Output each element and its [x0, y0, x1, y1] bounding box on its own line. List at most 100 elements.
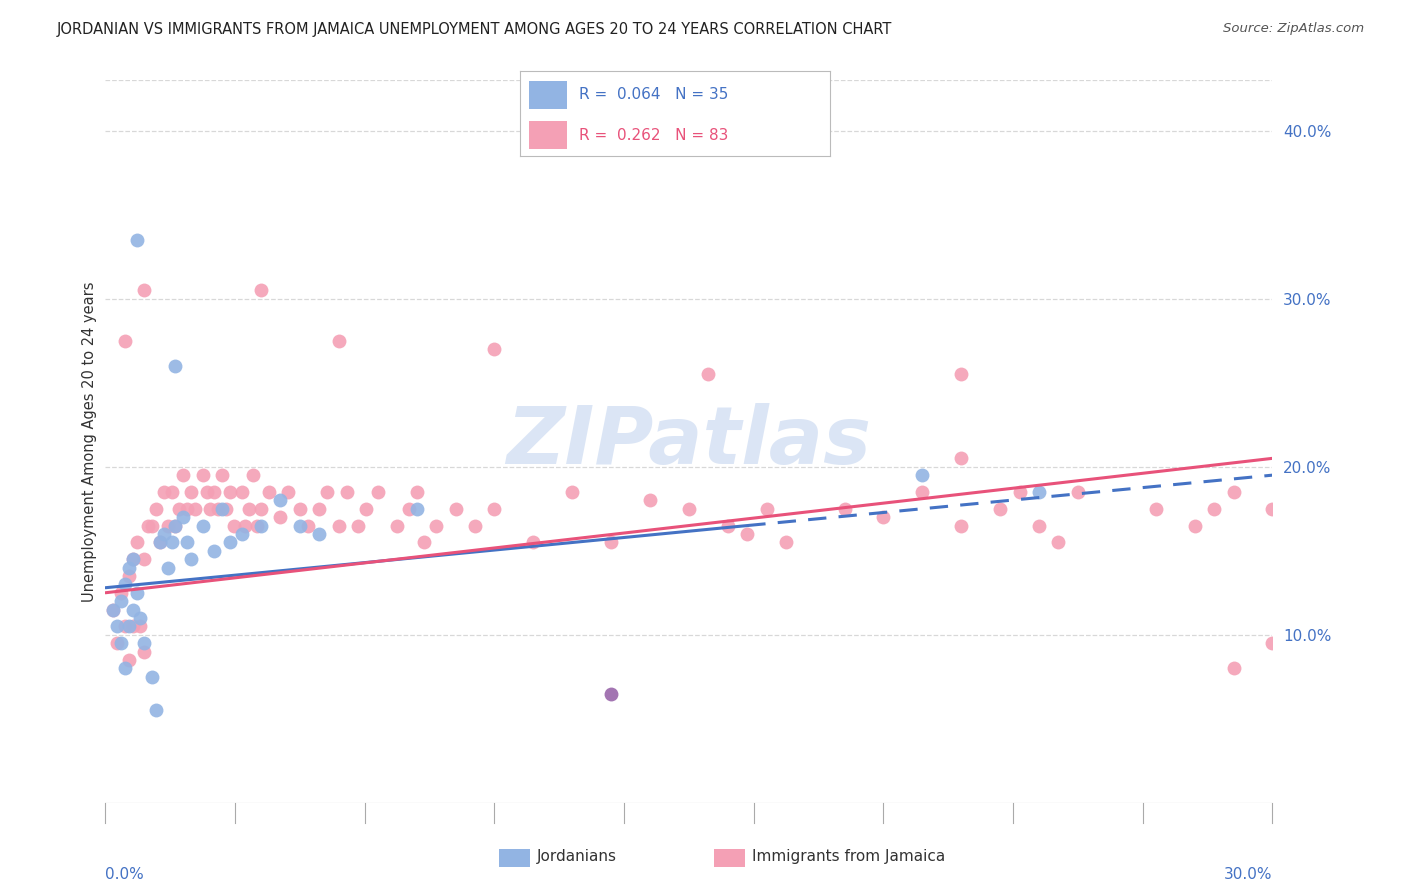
Point	[600, 687, 623, 701]
Point	[125, 586, 148, 600]
Point	[149, 535, 172, 549]
Point	[1202, 501, 1225, 516]
Point	[367, 485, 389, 500]
Point	[250, 518, 273, 533]
Point	[950, 368, 973, 382]
Point	[114, 334, 136, 348]
Point	[328, 334, 350, 348]
Point	[165, 518, 187, 533]
Point	[207, 501, 229, 516]
Point	[1222, 485, 1244, 500]
Point	[145, 501, 167, 516]
Point	[180, 552, 202, 566]
Point	[1222, 661, 1244, 675]
Point	[172, 510, 194, 524]
Point	[911, 468, 934, 483]
Point	[269, 510, 292, 524]
Point	[211, 501, 233, 516]
Point	[129, 611, 152, 625]
Point	[149, 535, 172, 549]
Point	[129, 619, 152, 633]
Point	[145, 703, 167, 717]
Point	[219, 535, 242, 549]
Point	[484, 342, 506, 356]
Point	[176, 535, 198, 549]
Point	[336, 485, 359, 500]
Point	[134, 552, 156, 566]
Point	[950, 451, 973, 466]
Point	[153, 527, 174, 541]
Y-axis label: Unemployment Among Ages 20 to 24 years: Unemployment Among Ages 20 to 24 years	[82, 281, 97, 602]
Point	[316, 485, 339, 500]
Point	[1261, 636, 1284, 650]
Point	[156, 518, 179, 533]
Text: Immigrants from Jamaica: Immigrants from Jamaica	[752, 849, 945, 863]
Point	[775, 535, 797, 549]
Point	[105, 619, 128, 633]
Point	[1144, 501, 1167, 516]
Point	[911, 485, 934, 500]
Point	[1047, 535, 1070, 549]
Point	[160, 535, 183, 549]
Point	[385, 518, 408, 533]
Point	[347, 518, 370, 533]
Point	[118, 619, 141, 633]
Point	[328, 518, 350, 533]
Point	[118, 569, 141, 583]
Point	[103, 602, 125, 616]
Point	[105, 636, 128, 650]
Text: Source: ZipAtlas.com: Source: ZipAtlas.com	[1223, 22, 1364, 36]
Point	[121, 552, 143, 566]
Text: R =  0.262   N = 83: R = 0.262 N = 83	[579, 128, 728, 143]
Point	[134, 283, 156, 297]
Point	[202, 543, 225, 558]
Point	[136, 518, 159, 533]
Point	[484, 501, 506, 516]
Point	[114, 577, 136, 591]
Point	[110, 636, 132, 650]
FancyBboxPatch shape	[530, 80, 567, 109]
Point	[444, 501, 467, 516]
Point	[717, 518, 740, 533]
Point	[156, 560, 179, 574]
Point	[1067, 485, 1090, 500]
Point	[235, 518, 257, 533]
Point	[425, 518, 447, 533]
Point	[737, 527, 759, 541]
Point	[288, 518, 311, 533]
Point	[118, 560, 141, 574]
Point	[464, 518, 486, 533]
Point	[114, 661, 136, 675]
Point	[242, 468, 264, 483]
Point	[114, 619, 136, 633]
Point	[269, 493, 292, 508]
Point	[153, 485, 174, 500]
Point	[202, 485, 225, 500]
Point	[141, 518, 163, 533]
Text: ZIPatlas: ZIPatlas	[506, 402, 872, 481]
Point	[176, 501, 198, 516]
Point	[1261, 501, 1284, 516]
Text: 0.0%: 0.0%	[105, 867, 145, 881]
Point	[191, 518, 214, 533]
Point	[191, 468, 214, 483]
Point	[308, 501, 330, 516]
Point	[121, 602, 143, 616]
Point	[398, 501, 420, 516]
Point	[184, 501, 207, 516]
Point	[165, 518, 187, 533]
Text: R =  0.064   N = 35: R = 0.064 N = 35	[579, 87, 728, 103]
Point	[110, 586, 132, 600]
Point	[522, 535, 544, 549]
Point	[134, 636, 156, 650]
Point	[103, 602, 125, 616]
Text: JORDANIAN VS IMMIGRANTS FROM JAMAICA UNEMPLOYMENT AMONG AGES 20 TO 24 YEARS CORR: JORDANIAN VS IMMIGRANTS FROM JAMAICA UNE…	[56, 22, 891, 37]
Point	[231, 527, 253, 541]
Point	[308, 527, 330, 541]
Point	[211, 468, 233, 483]
Point	[755, 501, 778, 516]
Point	[697, 368, 720, 382]
Point	[405, 501, 427, 516]
Point	[277, 485, 299, 500]
Point	[405, 485, 427, 500]
